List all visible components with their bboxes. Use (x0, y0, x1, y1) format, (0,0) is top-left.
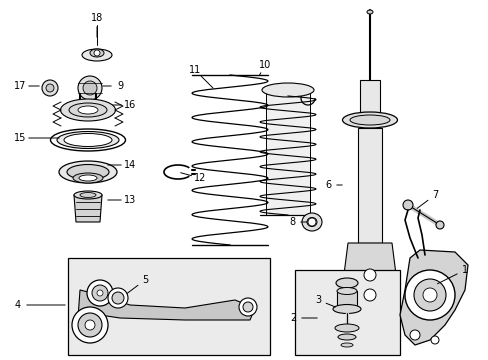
Text: 9: 9 (117, 81, 123, 91)
Circle shape (307, 218, 315, 226)
Bar (357, 128, 381, 243)
Text: 8: 8 (288, 217, 294, 227)
Ellipse shape (302, 213, 321, 231)
Text: 18: 18 (91, 13, 103, 23)
Circle shape (422, 288, 436, 302)
Bar (359, 80, 379, 120)
Ellipse shape (73, 173, 103, 183)
Text: 3: 3 (314, 295, 321, 305)
Ellipse shape (69, 103, 107, 117)
Ellipse shape (262, 83, 313, 97)
Text: 2: 2 (289, 313, 296, 323)
Text: 4: 4 (15, 300, 21, 310)
Circle shape (42, 80, 58, 96)
Ellipse shape (79, 175, 97, 181)
Circle shape (108, 288, 128, 308)
Text: 13: 13 (123, 195, 136, 205)
Ellipse shape (90, 49, 104, 57)
Polygon shape (78, 290, 254, 330)
Bar (294, 270, 399, 355)
Ellipse shape (78, 106, 98, 114)
Text: 14: 14 (123, 160, 136, 170)
Ellipse shape (435, 221, 443, 229)
Text: 12: 12 (193, 173, 206, 183)
Ellipse shape (337, 334, 355, 340)
Text: 15: 15 (14, 133, 26, 143)
Ellipse shape (306, 217, 316, 226)
Circle shape (363, 269, 375, 281)
Ellipse shape (402, 200, 412, 210)
Ellipse shape (50, 129, 125, 151)
Text: 7: 7 (431, 190, 437, 200)
Text: 5: 5 (142, 275, 148, 285)
Ellipse shape (366, 10, 372, 14)
Circle shape (430, 336, 438, 344)
Text: 16: 16 (123, 100, 136, 110)
Circle shape (72, 307, 108, 343)
Polygon shape (74, 195, 102, 222)
Polygon shape (341, 243, 397, 310)
Ellipse shape (332, 305, 360, 314)
Circle shape (363, 289, 375, 301)
Ellipse shape (334, 324, 358, 332)
Ellipse shape (340, 343, 352, 347)
Circle shape (94, 50, 100, 56)
Bar (355, 310, 383, 340)
Text: 11: 11 (188, 65, 201, 75)
Circle shape (87, 280, 113, 306)
Circle shape (46, 84, 54, 92)
Ellipse shape (74, 191, 102, 199)
Ellipse shape (57, 131, 119, 148)
Circle shape (78, 313, 102, 337)
Circle shape (409, 330, 419, 340)
Polygon shape (399, 250, 467, 345)
Bar (265, 90, 309, 215)
Ellipse shape (335, 278, 357, 288)
Circle shape (239, 298, 257, 316)
Circle shape (92, 285, 108, 301)
Circle shape (404, 270, 454, 320)
Ellipse shape (342, 112, 397, 128)
Ellipse shape (336, 288, 356, 294)
Ellipse shape (61, 99, 115, 121)
Text: 1: 1 (461, 265, 467, 275)
Ellipse shape (59, 161, 117, 183)
Bar (336, 291, 356, 309)
Ellipse shape (82, 49, 112, 61)
Circle shape (243, 302, 252, 312)
Ellipse shape (80, 193, 96, 198)
Circle shape (97, 290, 103, 296)
Bar (336, 283, 356, 291)
Text: 17: 17 (14, 81, 26, 91)
Text: 6: 6 (324, 180, 330, 190)
Circle shape (112, 292, 124, 304)
Ellipse shape (64, 134, 112, 147)
Bar (68, 258, 269, 355)
Ellipse shape (67, 165, 109, 180)
Circle shape (83, 81, 97, 95)
Text: 10: 10 (258, 60, 270, 70)
Circle shape (85, 320, 95, 330)
Ellipse shape (349, 115, 389, 125)
Circle shape (413, 279, 445, 311)
Circle shape (78, 76, 102, 100)
